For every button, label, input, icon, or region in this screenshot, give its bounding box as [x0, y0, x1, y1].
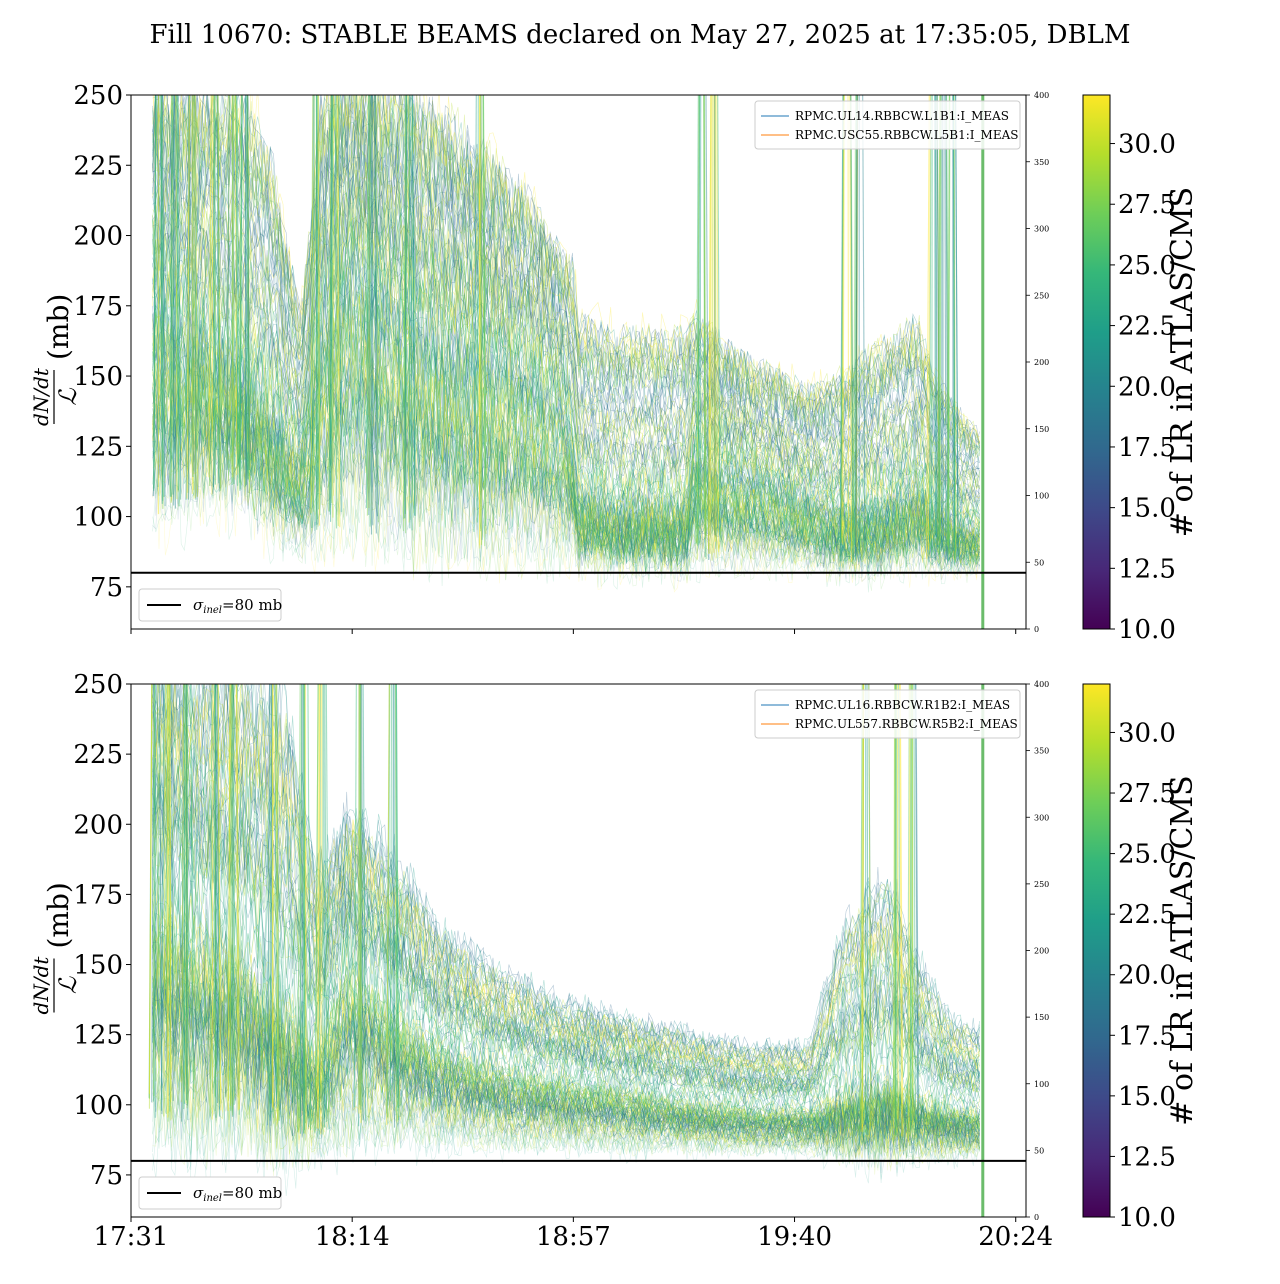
colorbar: 10.012.515.017.520.022.525.027.530.0# of… — [1083, 684, 1200, 1233]
y2-tick-label: 100 — [1034, 492, 1049, 501]
series-legend: RPMC.UL14.RBBCW.L1B1:I_MEAS RPMC.USC55.RB… — [755, 101, 1020, 149]
y-tick-label: 150 — [73, 362, 123, 392]
spike-trace — [715, 90, 716, 558]
colorbar: 10.012.515.017.520.022.525.027.530.0# of… — [1083, 95, 1200, 645]
colorbar-tick-label: 10.0 — [1118, 615, 1176, 645]
x-tick-label: 19:40 — [757, 1222, 832, 1252]
y-tick-label: 75 — [90, 1161, 123, 1191]
y2-tick-label: 50 — [1034, 558, 1044, 567]
y2-tick-label: 350 — [1034, 158, 1049, 167]
figure-title: Fill 10670: STABLE BEAMS declared on May… — [0, 20, 1280, 50]
spike-trace — [234, 679, 235, 1105]
y-label-numerator: dN/dt — [29, 367, 53, 426]
legend-label: RPMC.UL14.RBBCW.L1B1:I_MEAS — [795, 109, 1009, 123]
spike-trace — [215, 679, 216, 1118]
colorbar-gradient — [1083, 95, 1110, 629]
y2-tick-label: 50 — [1034, 1146, 1044, 1155]
y-tick-label: 175 — [73, 292, 123, 322]
y2-tick-label: 150 — [1034, 1013, 1049, 1022]
y2-tick-label: 0 — [1034, 1213, 1039, 1222]
y2-tick-label: 200 — [1034, 358, 1049, 367]
y-tick-label: 200 — [73, 810, 123, 840]
panel-bottom: 75 100 125 150 175 200 225 250 0 50 100 150 200 250 30… — [29, 670, 1200, 1252]
y-tick-label: 200 — [73, 222, 123, 252]
y-tick-label: 250 — [73, 670, 123, 700]
y-tick-label: 75 — [90, 573, 123, 603]
series-legend: RPMC.UL16.RBBCW.R1B2:I_MEAS RPMC.UL557.RB… — [755, 690, 1020, 738]
y-tick-label: 125 — [73, 1021, 123, 1051]
y-tick-label: 175 — [73, 880, 123, 910]
y-tick-label: 100 — [73, 503, 123, 533]
sigma-legend: σinel=80 mb — [139, 1177, 282, 1209]
y-label-unit: (mb) — [42, 294, 75, 360]
panel-top: 75 100 125 150 175 200 225 250 0 50 100 150 200 250 30… — [29, 81, 1200, 645]
spike-trace — [914, 679, 915, 1133]
colorbar-tick-label: 12.5 — [1118, 554, 1176, 584]
y2-tick-label: 200 — [1034, 947, 1049, 956]
colorbar-label: # of LR in ATLAS/CMS — [1165, 187, 1200, 537]
y2-tick-label: 250 — [1034, 291, 1049, 300]
y2-tick-label: 400 — [1034, 91, 1049, 100]
x-tick-label: 18:57 — [536, 1222, 611, 1252]
y2-tick-label: 400 — [1034, 680, 1049, 689]
spike-trace — [867, 679, 868, 1135]
sigma-legend: σinel=80 mb — [139, 589, 282, 621]
y-tick-label: 100 — [73, 1091, 123, 1121]
legend-label: RPMC.USC55.RBBCW.L5B1:I_MEAS — [795, 128, 1018, 142]
y-tick-label: 225 — [73, 151, 123, 181]
colorbar-label: # of LR in ATLAS/CMS — [1165, 775, 1200, 1125]
trace-bundle — [149, 670, 980, 1196]
colorbar-tick-label: 30.0 — [1118, 718, 1176, 748]
spike-trace — [897, 679, 898, 1119]
x-tick-label: 18:14 — [315, 1222, 390, 1252]
y-tick-label: 125 — [73, 432, 123, 462]
x-tick-label: 17:31 — [94, 1222, 169, 1252]
y2-tick-label: 300 — [1034, 225, 1049, 234]
spike-trace — [333, 90, 334, 518]
y-label-numerator: dN/dt — [29, 956, 53, 1015]
y-label-unit: (mb) — [42, 882, 75, 948]
legend-label: RPMC.UL16.RBBCW.R1B2:I_MEAS — [795, 698, 1010, 712]
y2-tick-label: 100 — [1034, 1080, 1049, 1089]
legend-label: RPMC.UL557.RBBCW.R5B2:I_MEAS — [795, 717, 1018, 731]
y2-tick-label: 300 — [1034, 813, 1049, 822]
y-tick-label: 150 — [73, 951, 123, 981]
y2-tick-label: 350 — [1034, 747, 1049, 756]
y2-tick-label: 0 — [1034, 625, 1039, 634]
y-tick-label: 225 — [73, 740, 123, 770]
spike-trace — [166, 679, 167, 1114]
trace-bundle — [153, 81, 980, 593]
spike-trace — [302, 679, 303, 1111]
y2-tick-label: 150 — [1034, 425, 1049, 434]
y2-tick-label: 250 — [1034, 880, 1049, 889]
x-tick-label: 20:24 — [978, 1222, 1053, 1252]
spike-trace — [360, 679, 361, 1110]
y-tick-label: 250 — [73, 81, 123, 111]
spike-trace — [321, 679, 322, 1134]
colorbar-tick-label: 10.0 — [1118, 1203, 1176, 1233]
y-label-denominator: ℒ — [54, 388, 82, 406]
spike-trace — [848, 90, 849, 543]
spike-trace — [336, 90, 337, 528]
colorbar-gradient — [1083, 684, 1110, 1217]
colorbar-tick-label: 12.5 — [1118, 1142, 1176, 1172]
y-label-denominator: ℒ — [54, 976, 82, 994]
colorbar-tick-label: 30.0 — [1118, 130, 1176, 160]
spike-trace — [932, 90, 933, 558]
